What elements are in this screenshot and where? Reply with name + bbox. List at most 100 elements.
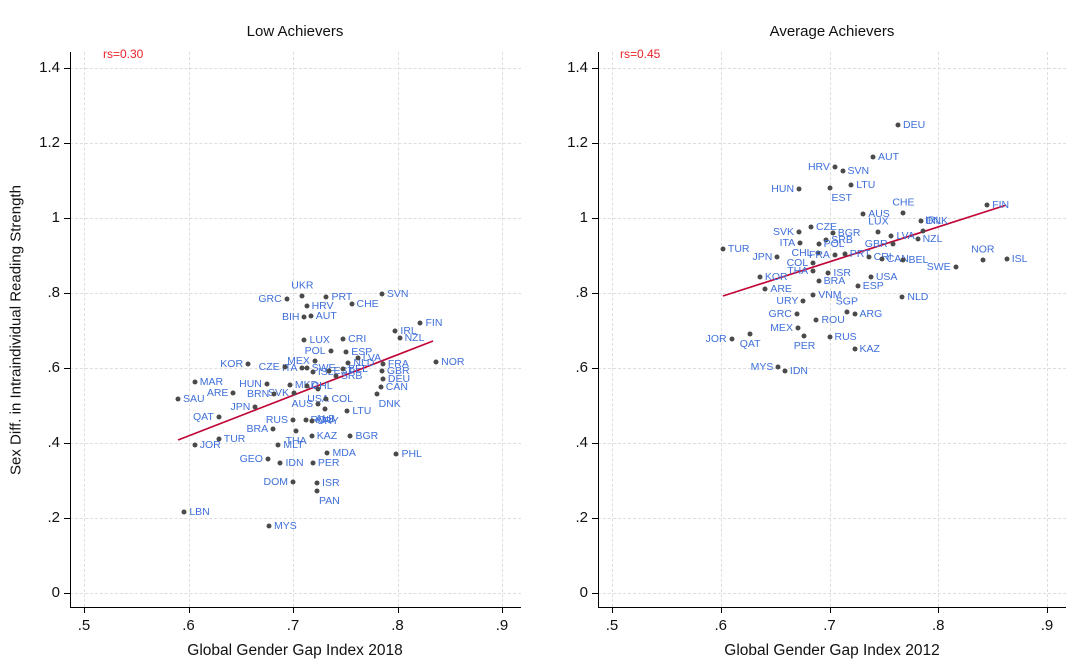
point-grc <box>794 311 800 317</box>
point-deu <box>895 122 901 128</box>
point-pol <box>816 241 822 247</box>
y-tick-mark <box>64 143 70 144</box>
point-rus <box>827 334 832 340</box>
y-tick-label: 1.4 <box>567 59 588 76</box>
correlation-annotation-right: rs=0.45 <box>620 47 661 61</box>
gridline-horizontal <box>598 518 1066 519</box>
point-fin <box>417 320 423 326</box>
point-are <box>762 286 768 291</box>
y-axis-title: Sex Diff. in Intraindividual Reading Str… <box>7 185 25 475</box>
point-bgr <box>830 230 836 236</box>
x-tick-label: .9 <box>1040 617 1054 634</box>
y-tick-label: 1.2 <box>567 134 588 151</box>
gridline-vertical <box>502 52 503 607</box>
country-label-mex: MEX <box>287 354 310 367</box>
country-label-deu: DEU <box>387 372 411 385</box>
point-mar <box>192 379 198 385</box>
country-label-aut: AUT <box>878 150 899 163</box>
country-label-bel: BEL <box>348 362 369 375</box>
gridline-vertical <box>293 52 294 607</box>
country-label-col: COL <box>786 256 809 269</box>
gridline-horizontal <box>70 443 521 444</box>
country-label-hrv: HRV <box>807 160 830 173</box>
x-axis-title-left: Global Gender Gap Index 2018 <box>187 642 403 659</box>
point-jor <box>729 336 735 342</box>
point-bra <box>270 426 276 432</box>
country-label-isr: ISR <box>833 266 851 279</box>
y-tick-label: 0 <box>51 584 60 601</box>
country-label-lva: LVA <box>362 351 382 364</box>
x-tick-mark <box>188 607 190 613</box>
country-label-aus: AUS <box>291 398 314 411</box>
correlation-annotation-left: rs=0.30 <box>103 47 144 61</box>
gridline-horizontal <box>598 143 1066 144</box>
country-label-est: EST <box>831 192 852 204</box>
country-label-deu: DEU <box>903 118 926 131</box>
panel-title-low-achievers: Low Achievers <box>246 23 344 40</box>
x-axis-title-right: Global Gender Gap Index 2012 <box>724 642 940 659</box>
point-dnk <box>918 218 924 224</box>
point-sau <box>175 396 181 402</box>
y-tick-label: 0 <box>579 584 588 601</box>
x-tick-mark <box>1047 607 1048 613</box>
point-alb <box>322 406 328 411</box>
country-label-chl: CHL <box>311 379 333 392</box>
x-tick-label: .8 <box>931 617 945 634</box>
x-tick-label: .5 <box>77 617 91 634</box>
point-est <box>326 368 332 374</box>
y-tick-mark <box>64 218 70 219</box>
country-label-geo: GEO <box>239 452 263 465</box>
y-tick-label: 1 <box>579 209 588 226</box>
country-label-usa: USA <box>307 392 329 405</box>
point-kor <box>757 274 763 280</box>
point-prt <box>842 251 848 257</box>
point-aus <box>860 211 866 217</box>
point-pol <box>328 348 334 354</box>
point-sgp <box>844 309 850 315</box>
country-label-bel: BEL <box>908 253 929 266</box>
country-label-col: COL <box>331 392 354 405</box>
gridline-vertical <box>84 52 85 607</box>
point-svn <box>379 291 385 297</box>
country-label-cri: CRI <box>348 332 367 345</box>
country-label-che: CHE <box>892 196 915 209</box>
point-tha <box>810 268 816 274</box>
country-label-aus: AUS <box>868 207 890 220</box>
point-nzl <box>915 236 921 242</box>
gridline-horizontal <box>70 518 521 519</box>
country-label-lva: LVA <box>896 229 915 242</box>
x-tick-mark <box>397 607 399 613</box>
point-prt <box>323 294 329 300</box>
country-label-chl: CHL <box>791 246 813 259</box>
point-col <box>323 396 329 402</box>
country-label-are: ARE <box>206 386 229 399</box>
point-srb <box>823 237 829 243</box>
country-label-pol: POL <box>823 238 845 250</box>
point-nld <box>345 360 351 366</box>
y-axis-line <box>70 52 71 608</box>
country-label-fin: FIN <box>425 316 443 329</box>
point-cri <box>866 254 872 260</box>
country-label-vnm: VNM <box>818 288 842 301</box>
point-lbn <box>181 509 187 515</box>
country-label-mlt: MLT <box>283 438 304 451</box>
point-lux <box>301 337 307 343</box>
point-brn <box>271 391 277 397</box>
y-tick-label: .4 <box>575 434 588 451</box>
point-chl <box>304 383 310 389</box>
point-mlt <box>275 442 281 448</box>
point-aut <box>308 313 314 319</box>
country-label-mar: MAR <box>199 375 224 388</box>
gridline-vertical <box>938 52 940 607</box>
x-tick-label: .6 <box>714 617 728 634</box>
country-label-ltu: LTU <box>856 178 876 191</box>
country-label-hrv: HRV <box>311 299 334 312</box>
country-label-pol: POL <box>304 344 326 357</box>
y-tick-mark <box>592 518 598 519</box>
gridline-vertical <box>1047 52 1048 607</box>
gridline-horizontal <box>598 443 1066 444</box>
y-tick-mark <box>64 518 70 519</box>
point-hrv <box>304 303 310 309</box>
country-label-svn: SVN <box>847 164 870 177</box>
